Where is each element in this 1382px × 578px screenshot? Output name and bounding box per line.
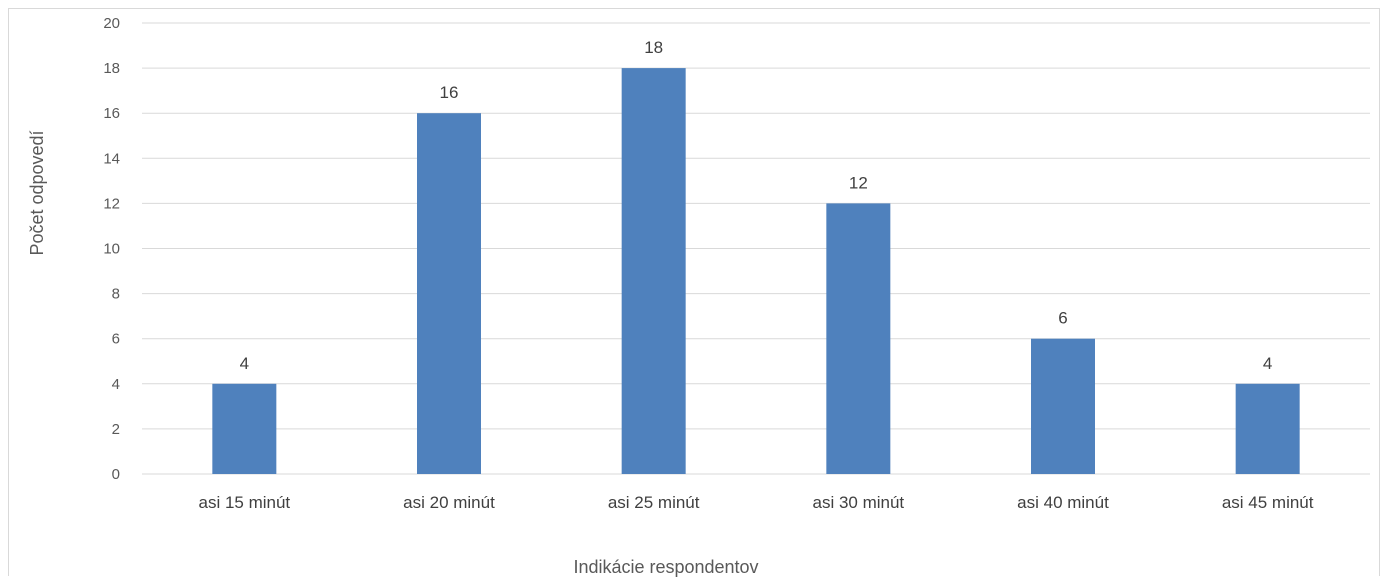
bars [212, 68, 1300, 474]
data-label: 16 [440, 83, 459, 102]
y-tick-label: 14 [103, 150, 120, 167]
y-tick-label: 20 [103, 15, 120, 32]
x-axis-title: Indikácie respondentov [573, 557, 758, 577]
x-tick-label: asi 30 minút [812, 493, 904, 512]
y-axis-ticks: 0 2 4 6 8 10 12 14 16 18 20 [103, 15, 120, 483]
data-label: 18 [644, 38, 663, 57]
y-tick-label: 4 [112, 376, 120, 393]
y-axis-title: Počet odpovedí [27, 130, 47, 255]
bar-4 [826, 203, 891, 474]
bar-6 [1235, 383, 1300, 474]
y-tick-label: 18 [103, 60, 120, 77]
gridlines [142, 22, 1370, 475]
bar-3 [621, 68, 686, 474]
y-tick-label: 6 [112, 331, 120, 348]
y-tick-label: 8 [112, 286, 120, 303]
data-label: 4 [240, 354, 249, 373]
data-label: 12 [849, 173, 868, 192]
chart-frame [8, 8, 1380, 576]
x-tick-label: asi 20 minút [403, 493, 495, 512]
bar-2 [417, 113, 481, 474]
y-tick-label: 12 [103, 195, 120, 212]
x-tick-label: asi 15 minút [198, 493, 290, 512]
x-axis-ticks: asi 15 minút asi 20 minút asi 25 minút asi … [198, 493, 1313, 512]
y-tick-label: 2 [112, 421, 120, 438]
bar-5 [1031, 338, 1095, 474]
bar-1 [212, 383, 277, 474]
x-tick-label: asi 40 minút [1017, 493, 1109, 512]
y-tick-label: 10 [103, 241, 120, 258]
x-tick-label: asi 25 minút [608, 493, 700, 512]
data-label: 6 [1058, 309, 1067, 328]
y-tick-label: 0 [112, 466, 120, 483]
y-tick-label: 16 [103, 105, 120, 122]
x-tick-label: asi 45 minút [1222, 493, 1314, 512]
data-labels: 4 16 18 12 6 4 [240, 38, 1273, 373]
data-label: 4 [1263, 354, 1272, 373]
